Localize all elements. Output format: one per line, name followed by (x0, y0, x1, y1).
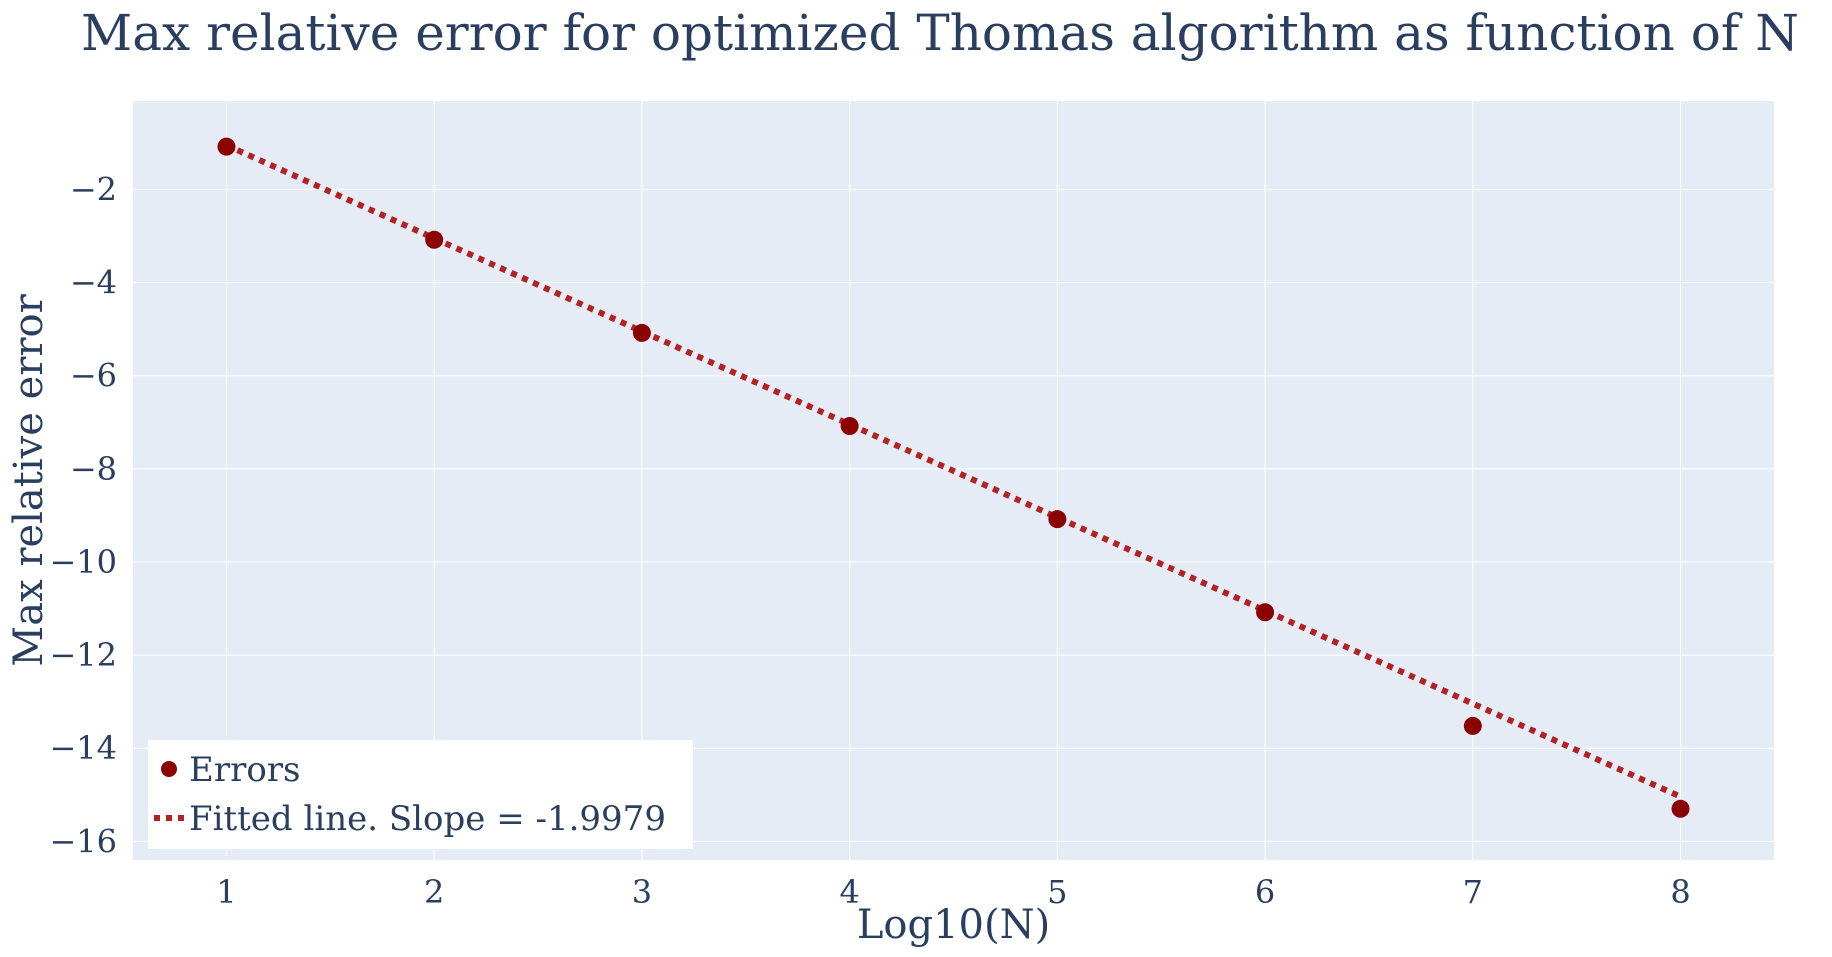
x-tick-label: 5 (1047, 873, 1067, 911)
error-point (1048, 510, 1067, 529)
legend-box (148, 740, 693, 849)
error-point (1256, 603, 1275, 622)
error-point (425, 230, 444, 249)
y-tick-label: −10 (49, 543, 117, 581)
error-point (217, 137, 236, 156)
legend-marker-errors (161, 761, 177, 777)
traces (217, 137, 1690, 818)
legend: Errors Fitted line. Slope = -1.9979 (148, 740, 693, 849)
y-tick-label: −8 (70, 450, 117, 488)
x-tick-label: 6 (1255, 873, 1275, 911)
x-tick-label: 3 (632, 873, 652, 911)
x-tick-labels: 1 2 3 4 5 6 7 8 (216, 873, 1690, 911)
x-tick-label: 1 (216, 873, 236, 911)
x-axis-title: Log10(N) (857, 902, 1050, 948)
error-point (840, 417, 859, 436)
y-tick-label: −6 (70, 357, 117, 395)
x-tick-label: 4 (839, 873, 859, 911)
y-tick-labels: −2 −4 −6 −8 −10 −12 −14 −16 (49, 170, 117, 860)
error-point (1671, 799, 1690, 818)
y-tick-label: −12 (49, 636, 117, 674)
y-tick-label: −2 (70, 170, 117, 208)
y-tick-label: −4 (70, 264, 117, 302)
fitted-line (225, 142, 1682, 800)
error-point (632, 323, 651, 342)
x-tick-label: 7 (1463, 873, 1483, 911)
legend-label-errors: Errors (189, 750, 301, 790)
chart-title: Max relative error for optimized Thomas … (81, 4, 1799, 62)
y-axis-title: Max relative error (6, 293, 52, 666)
x-tick-label: 8 (1670, 873, 1690, 911)
error-point (1463, 716, 1482, 735)
legend-label-fit: Fitted line. Slope = -1.9979 (189, 799, 666, 839)
y-tick-label: −16 (49, 822, 117, 860)
gridlines (133, 101, 1774, 860)
x-tick-label: 2 (424, 873, 444, 911)
y-tick-label: −14 (49, 729, 117, 767)
